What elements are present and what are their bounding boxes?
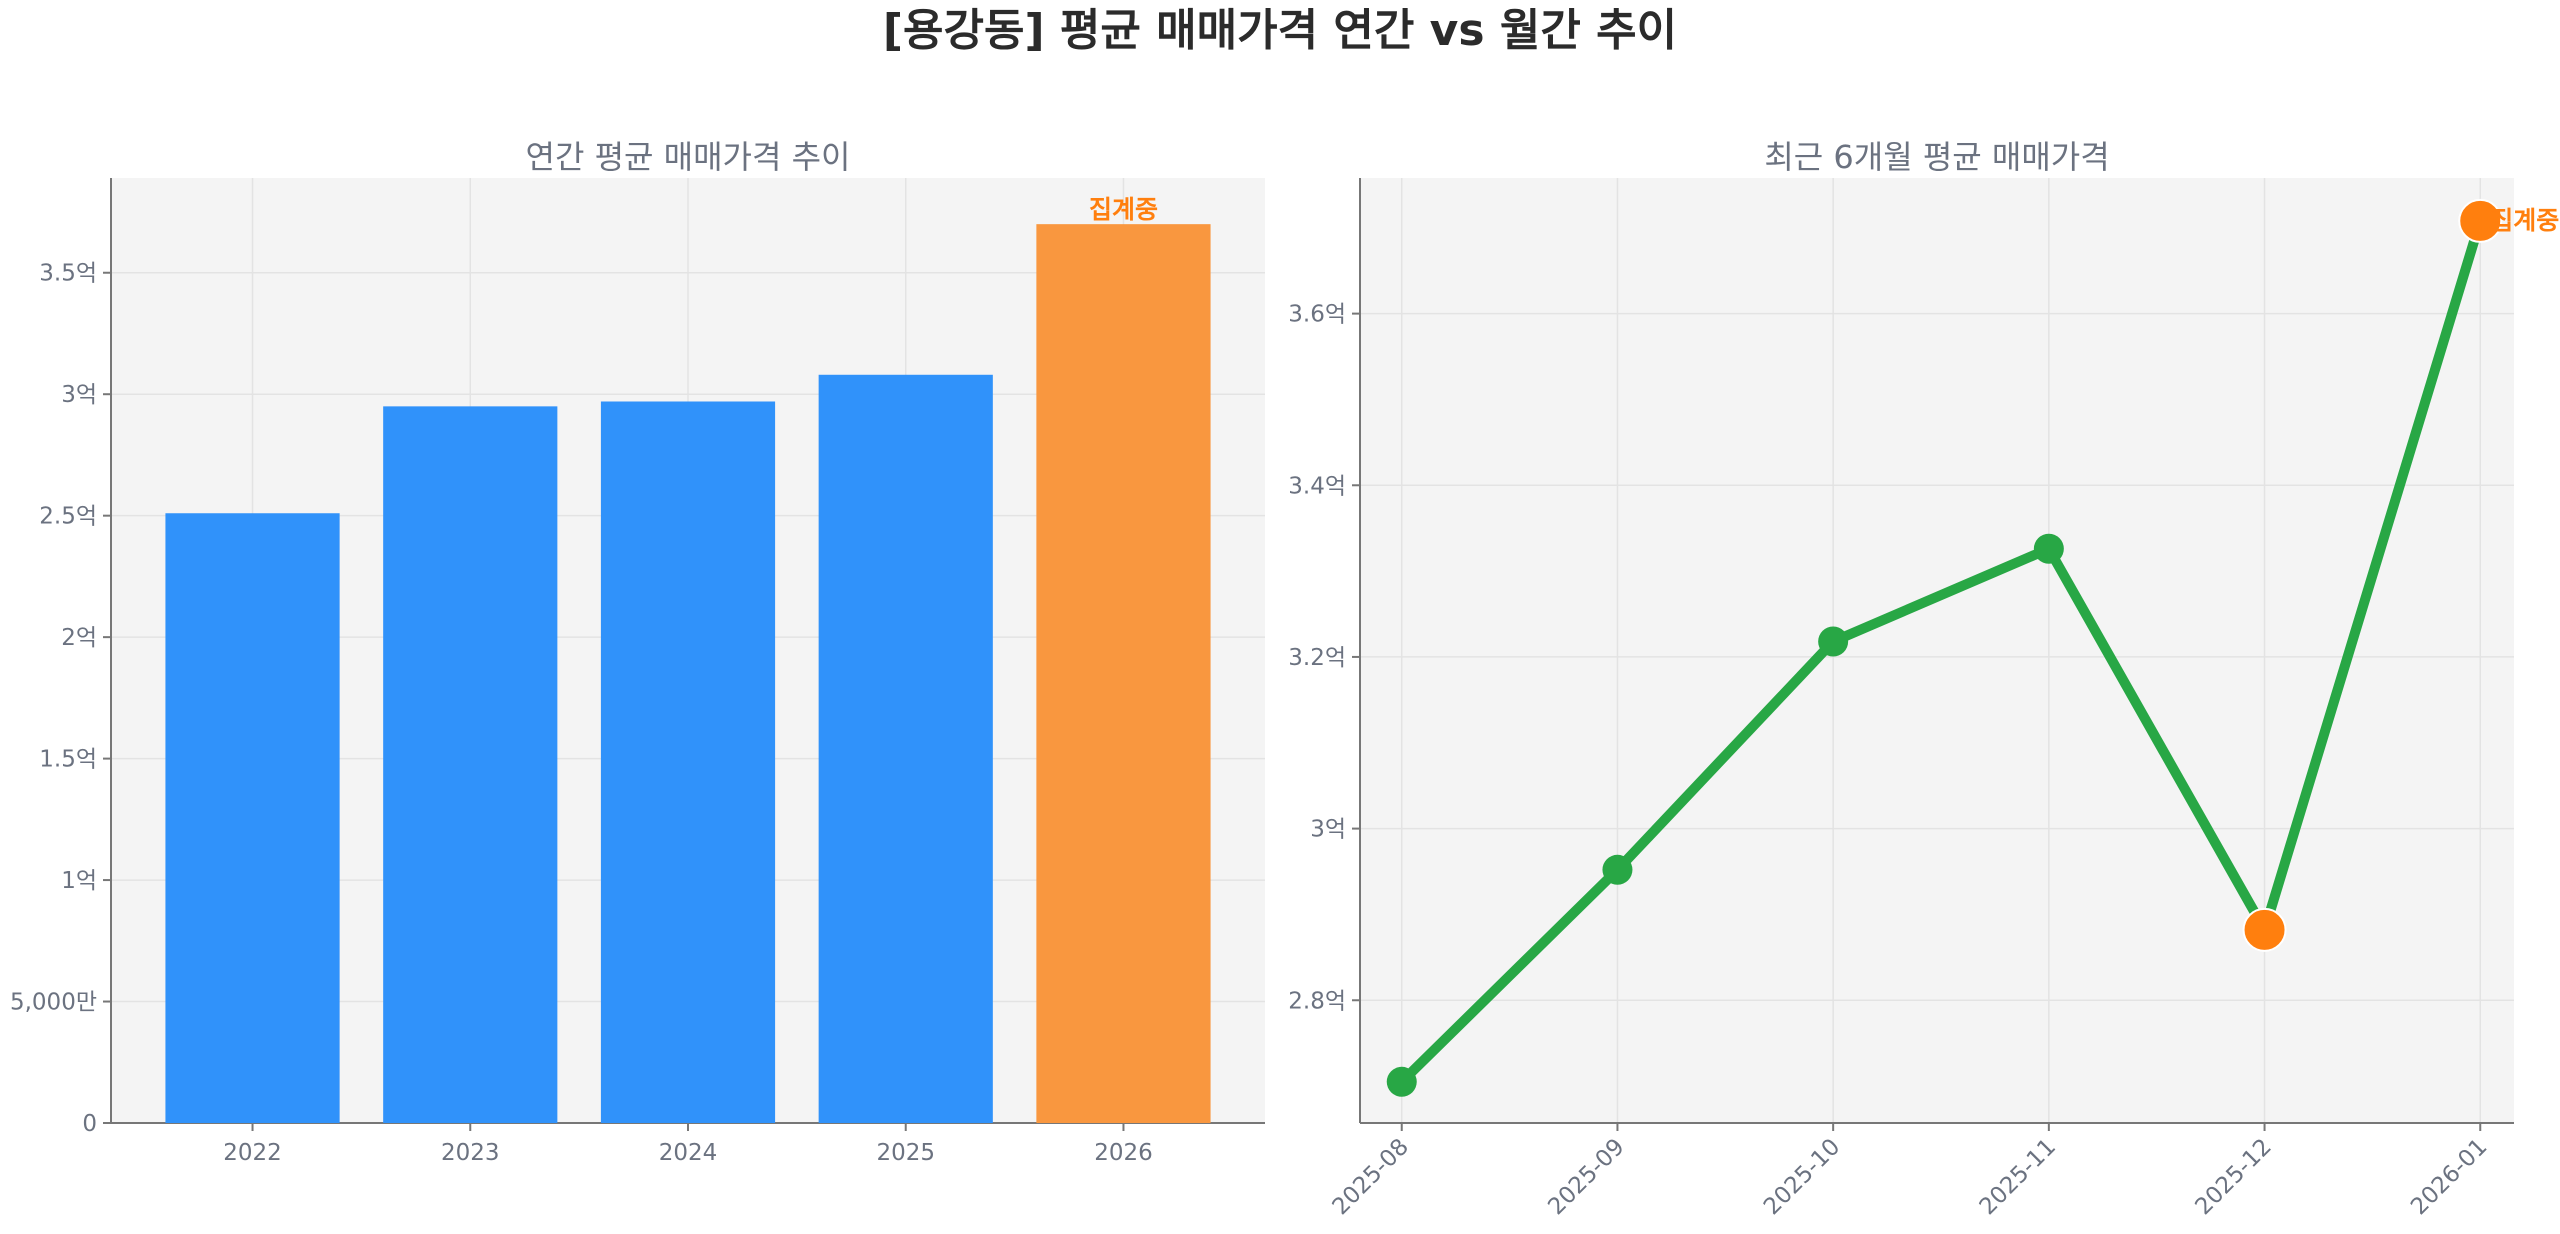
x-tick-label: 2025-10 bbox=[1759, 1134, 1845, 1220]
y-tick-label: 3.2억 bbox=[1288, 645, 1346, 671]
bar-2022 bbox=[165, 513, 340, 1123]
y-tick-label: 3억 bbox=[1310, 817, 1346, 843]
y-tick-label: 3.6억 bbox=[1288, 302, 1346, 328]
y-tick-label: 2.5억 bbox=[39, 504, 97, 530]
bar-2023 bbox=[383, 406, 558, 1124]
chart-title: 연간 평균 매매가격 추이 bbox=[526, 138, 851, 176]
bar-2025 bbox=[818, 374, 993, 1123]
bar-2026 bbox=[1036, 224, 1211, 1124]
monthly-line-chart: 2.8억 3억 3.2억 3.4억 3.6억 최근 6개월 평균 매매가격 2025-08 2… bbox=[1288, 138, 2559, 1220]
point-2025-08 bbox=[1386, 1066, 1417, 1097]
partial-annotation: 집계중 bbox=[1089, 195, 1158, 224]
plot-area bbox=[1360, 178, 2514, 1123]
y-tick-label: 3.5억 bbox=[39, 261, 97, 287]
y-tick-label: 1억 bbox=[61, 868, 97, 894]
y-tick-label: 0 bbox=[82, 1111, 97, 1137]
x-tick-label: 2022 bbox=[223, 1140, 282, 1166]
series-line bbox=[1398, 219, 2486, 1086]
x-tick-label: 2025-11 bbox=[1975, 1134, 2061, 1220]
point-2025-09 bbox=[1602, 854, 1633, 885]
point-2026-01 bbox=[2458, 198, 2503, 243]
x-tick-label: 2025-09 bbox=[1543, 1134, 1629, 1220]
y-tick-label: 3억 bbox=[61, 382, 97, 408]
y-tick-label: 2억 bbox=[61, 625, 97, 651]
x-tick-label: 2025-12 bbox=[2190, 1134, 2276, 1220]
y-tick-label: 3.4억 bbox=[1288, 473, 1346, 499]
point-2025-10 bbox=[1818, 626, 1849, 657]
x-tick-label: 2024 bbox=[659, 1140, 718, 1166]
figure-title: [용강동] 평균 매매가격 연간 vs 월간 추이 bbox=[883, 5, 1677, 56]
x-tick-label: 2026-01 bbox=[2406, 1134, 2492, 1220]
x-tick-label: 2026 bbox=[1094, 1140, 1153, 1166]
chart-title: 최근 6개월 평균 매매가격 bbox=[1764, 138, 2109, 176]
bar-2024 bbox=[600, 401, 776, 1123]
y-tick-label: 1.5억 bbox=[39, 747, 97, 773]
x-tick-label: 2025 bbox=[876, 1140, 935, 1166]
point-2025-12 bbox=[2242, 907, 2287, 952]
x-tick-label: 2025-08 bbox=[1328, 1134, 1414, 1220]
y-tick-label: 5,000만 bbox=[10, 990, 97, 1016]
y-tick-label: 2.8억 bbox=[1288, 988, 1346, 1014]
x-tick-label: 2023 bbox=[441, 1140, 500, 1166]
partial-annotation: 집계중 bbox=[2490, 206, 2559, 235]
point-2025-11 bbox=[2033, 533, 2064, 564]
annual-bar-chart: 0 5,000만 1억 1.5억 2억 2.5억 3억 3.5억 연간 평균 매매가격 추이 20… bbox=[10, 138, 1265, 1166]
